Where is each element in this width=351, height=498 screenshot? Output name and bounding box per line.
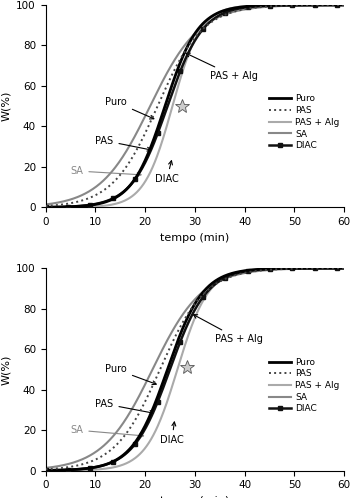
Legend: Puro, PAS, PAS + Alg, SA, DIAC: Puro, PAS, PAS + Alg, SA, DIAC <box>269 358 339 413</box>
Text: PAS + Alg: PAS + Alg <box>186 53 258 81</box>
Text: DIAC: DIAC <box>160 422 184 445</box>
Text: SA: SA <box>71 425 144 437</box>
Text: DIAC: DIAC <box>155 161 179 184</box>
Text: PAS: PAS <box>95 399 153 414</box>
Text: PAS + Alg: PAS + Alg <box>193 315 263 344</box>
Y-axis label: W(%): W(%) <box>1 354 11 384</box>
Text: PAS: PAS <box>95 135 151 151</box>
Text: Puro: Puro <box>105 365 156 384</box>
Y-axis label: W(%): W(%) <box>1 91 11 122</box>
Legend: Puro, PAS, PAS + Alg, SA, DIAC: Puro, PAS, PAS + Alg, SA, DIAC <box>269 95 339 150</box>
Text: Puro: Puro <box>105 97 154 119</box>
X-axis label: tempo (min): tempo (min) <box>160 233 230 243</box>
Text: SA: SA <box>71 166 141 176</box>
X-axis label: tempo (min): tempo (min) <box>160 496 230 498</box>
